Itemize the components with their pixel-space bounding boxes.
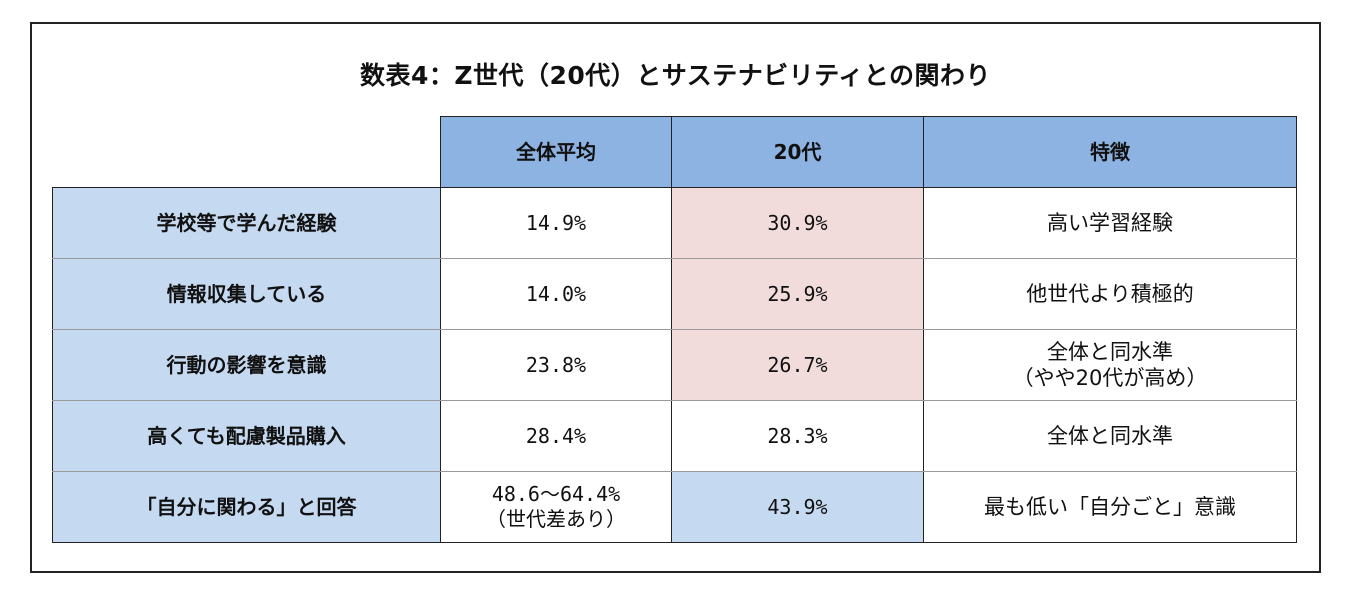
feature-text: 全体と同水準 （やや20代が高め） — [923, 329, 1297, 401]
average-value: 23.8% — [440, 329, 672, 401]
header-blank-cell — [52, 116, 441, 188]
table-row: 学校等で学んだ経験 14.9% 30.9% 高い学習経験 — [52, 187, 1297, 259]
table-title: 数表4：Z世代（20代）とサステナビリティとの関わり — [359, 61, 992, 90]
header-average: 全体平均 — [440, 116, 672, 188]
header-feature: 特徴 — [923, 116, 1297, 188]
feature-text: 全体と同水準 — [923, 400, 1297, 472]
row-label: 「自分に関わる」と回答 — [52, 471, 441, 543]
table-row: 「自分に関わる」と回答 48.6～64.4% （世代差あり） 43.9% 最も低… — [52, 471, 1297, 543]
row-label: 情報収集している — [52, 258, 441, 330]
average-value: 14.0% — [440, 258, 672, 330]
gen20-value: 25.9% — [671, 258, 924, 330]
row-label: 高くても配慮製品購入 — [52, 400, 441, 472]
table-row: 行動の影響を意識 23.8% 26.7% 全体と同水準 （やや20代が高め） — [52, 329, 1297, 401]
gen20-value: 30.9% — [671, 187, 924, 259]
feature-text: 最も低い「自分ごと」意識 — [923, 471, 1297, 543]
average-value: 14.9% — [440, 187, 672, 259]
header-20s: 20代 — [671, 116, 924, 188]
row-label: 学校等で学んだ経験 — [52, 187, 441, 259]
figure-frame: 数表4：Z世代（20代）とサステナビリティとの関わり 全体平均 20代 特徴 学… — [30, 22, 1321, 573]
table-row: 高くても配慮製品購入 28.4% 28.3% 全体と同水準 — [52, 400, 1297, 472]
gen20-value: 28.3% — [671, 400, 924, 472]
header-row: 全体平均 20代 特徴 — [52, 116, 1297, 188]
data-table: 全体平均 20代 特徴 学校等で学んだ経験 14.9% 30.9% 高い学習経験… — [52, 116, 1297, 543]
feature-text: 他世代より積極的 — [923, 258, 1297, 330]
row-label: 行動の影響を意識 — [52, 329, 441, 401]
average-value: 48.6～64.4% （世代差あり） — [440, 471, 672, 543]
average-value: 28.4% — [440, 400, 672, 472]
feature-text: 高い学習経験 — [923, 187, 1297, 259]
gen20-value: 43.9% — [671, 471, 924, 543]
table-row: 情報収集している 14.0% 25.9% 他世代より積極的 — [52, 258, 1297, 330]
gen20-value: 26.7% — [671, 329, 924, 401]
